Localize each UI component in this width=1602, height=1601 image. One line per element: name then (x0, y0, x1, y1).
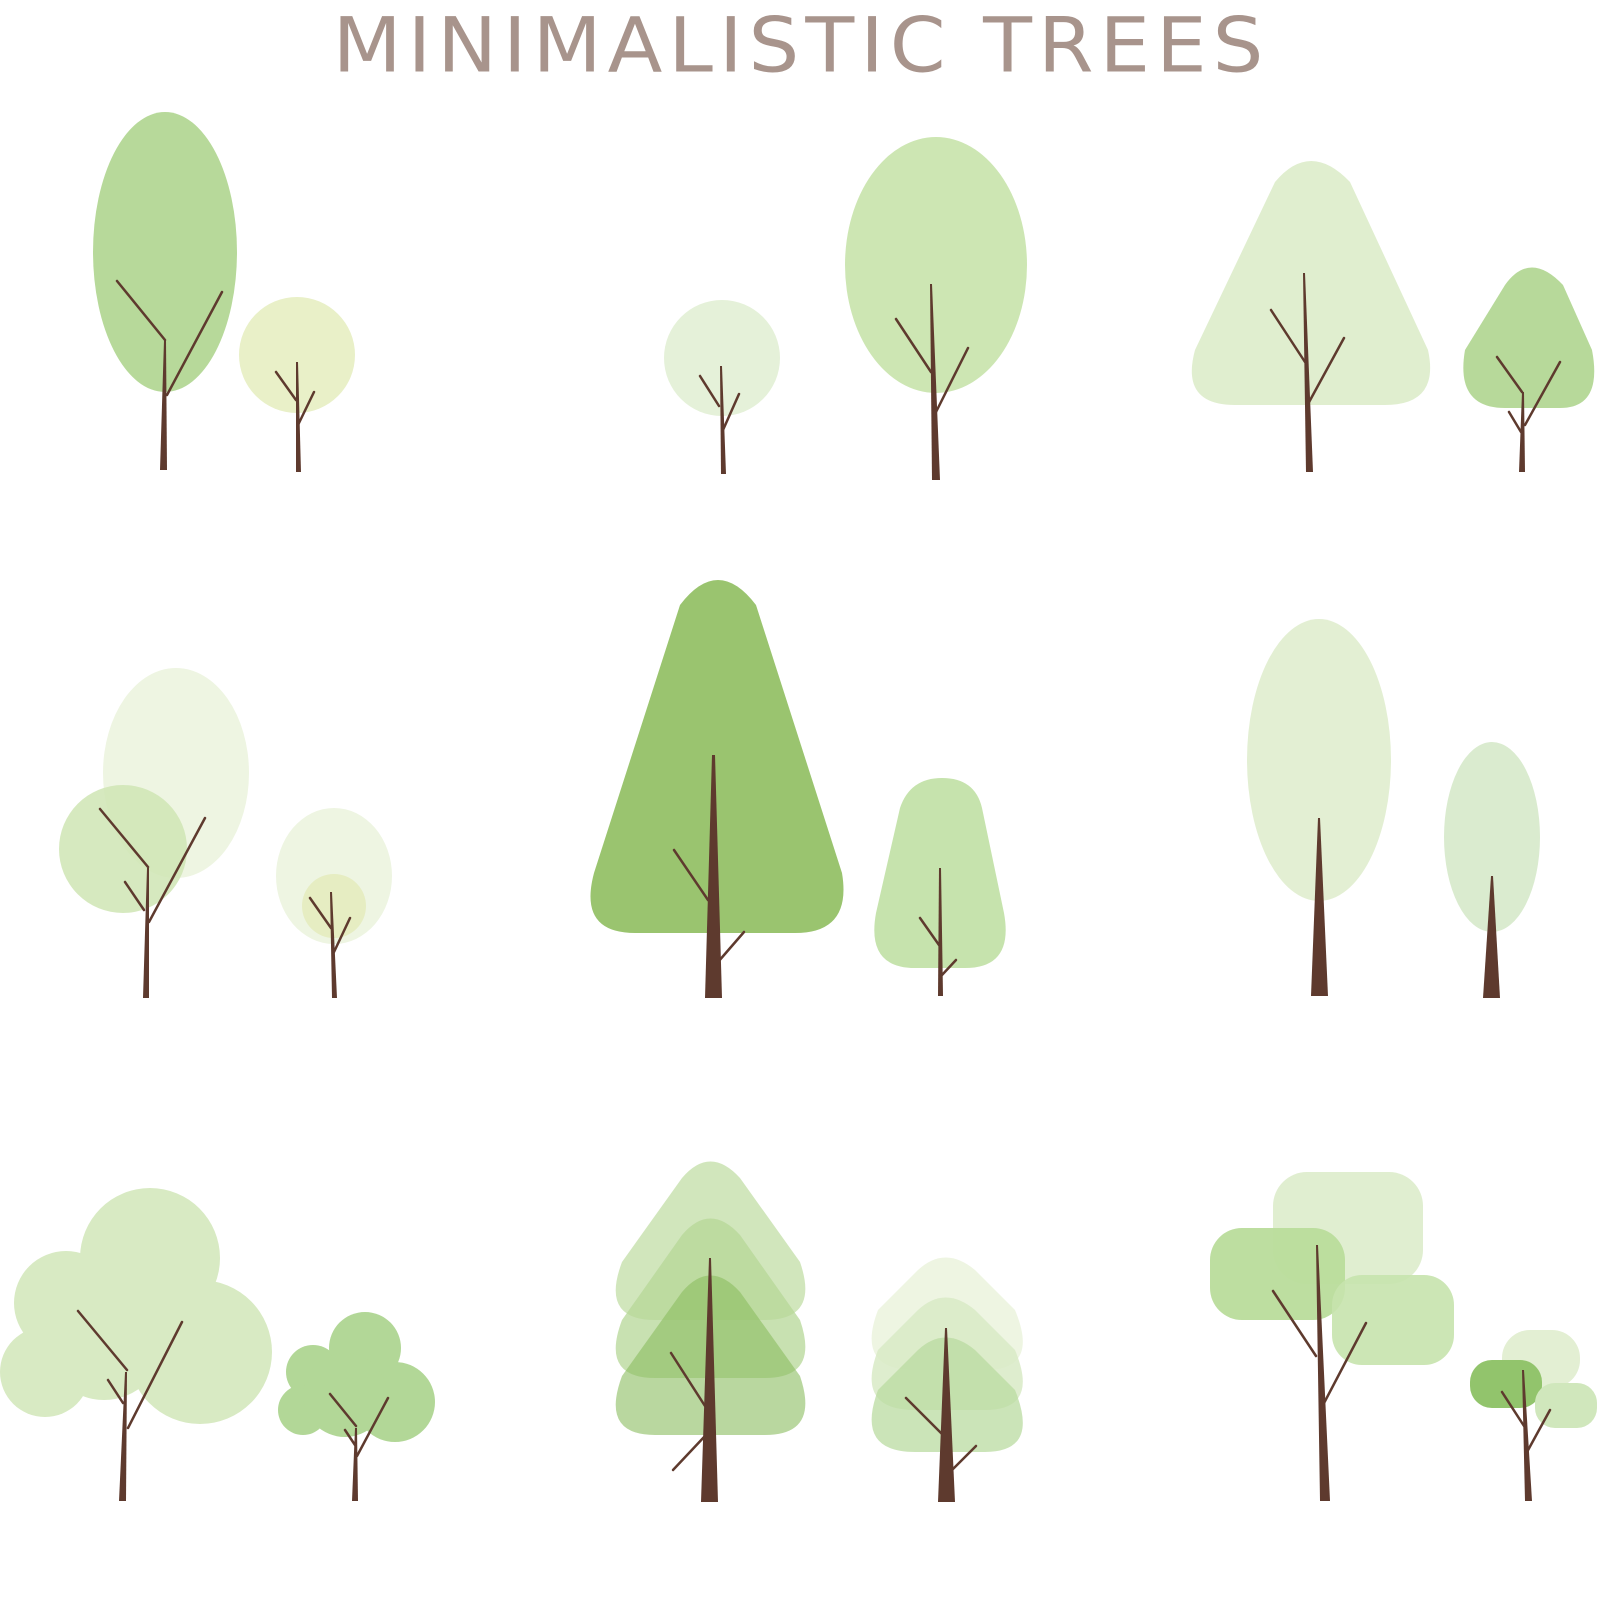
tree-large-ellipse (845, 137, 1027, 480)
page-title: MINIMALISTIC TREES (332, 0, 1270, 90)
tree-stacked-diamonds (871, 1257, 1023, 1502)
tree-narrow-ellipse (1444, 742, 1540, 998)
tree-small-triangle (1463, 267, 1595, 472)
tree-tall-ellipse (93, 112, 237, 470)
tree-tombstone (874, 778, 1006, 996)
tree-small-rectangles (1470, 1330, 1597, 1501)
tree-layered-small (276, 808, 392, 998)
tree-layered-ellipse (59, 668, 249, 998)
tree-cloud-small (278, 1312, 435, 1501)
tree-tall-pale-ellipse (1247, 619, 1391, 996)
tree-stacked-triangles (615, 1161, 806, 1502)
tree-small-round (239, 297, 355, 472)
tree-big-dark-triangle (590, 580, 844, 998)
tree-big-triangle (1191, 161, 1431, 472)
tree-rounded-rectangles (1210, 1172, 1454, 1501)
tree-small-circle-pale (664, 300, 780, 474)
tree-cloud-large (0, 1188, 272, 1501)
